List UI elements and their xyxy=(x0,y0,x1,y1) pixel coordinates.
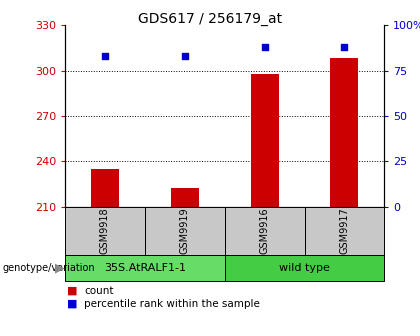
Text: count: count xyxy=(84,286,113,296)
Bar xyxy=(65,207,145,255)
Bar xyxy=(145,207,225,255)
Bar xyxy=(65,255,225,281)
Bar xyxy=(91,169,119,207)
Bar xyxy=(304,207,384,255)
Text: wild type: wild type xyxy=(279,263,330,273)
Text: ■: ■ xyxy=(67,299,78,309)
Text: GSM9918: GSM9918 xyxy=(100,208,110,254)
Bar xyxy=(171,188,199,207)
Text: GSM9919: GSM9919 xyxy=(180,208,190,254)
Point xyxy=(261,44,268,50)
Text: genotype/variation: genotype/variation xyxy=(2,263,95,273)
Text: ▶: ▶ xyxy=(55,261,65,275)
Text: GSM9916: GSM9916 xyxy=(260,208,270,254)
Point xyxy=(102,53,108,59)
Text: ■: ■ xyxy=(67,286,78,296)
Bar xyxy=(251,74,278,207)
Point xyxy=(181,53,188,59)
Text: GSM9917: GSM9917 xyxy=(339,208,349,254)
Text: 35S.AtRALF1-1: 35S.AtRALF1-1 xyxy=(104,263,186,273)
Text: percentile rank within the sample: percentile rank within the sample xyxy=(84,299,260,309)
Bar xyxy=(225,207,304,255)
Bar xyxy=(331,58,358,207)
Bar xyxy=(225,255,384,281)
Text: GDS617 / 256179_at: GDS617 / 256179_at xyxy=(138,12,282,26)
Point xyxy=(341,44,348,50)
